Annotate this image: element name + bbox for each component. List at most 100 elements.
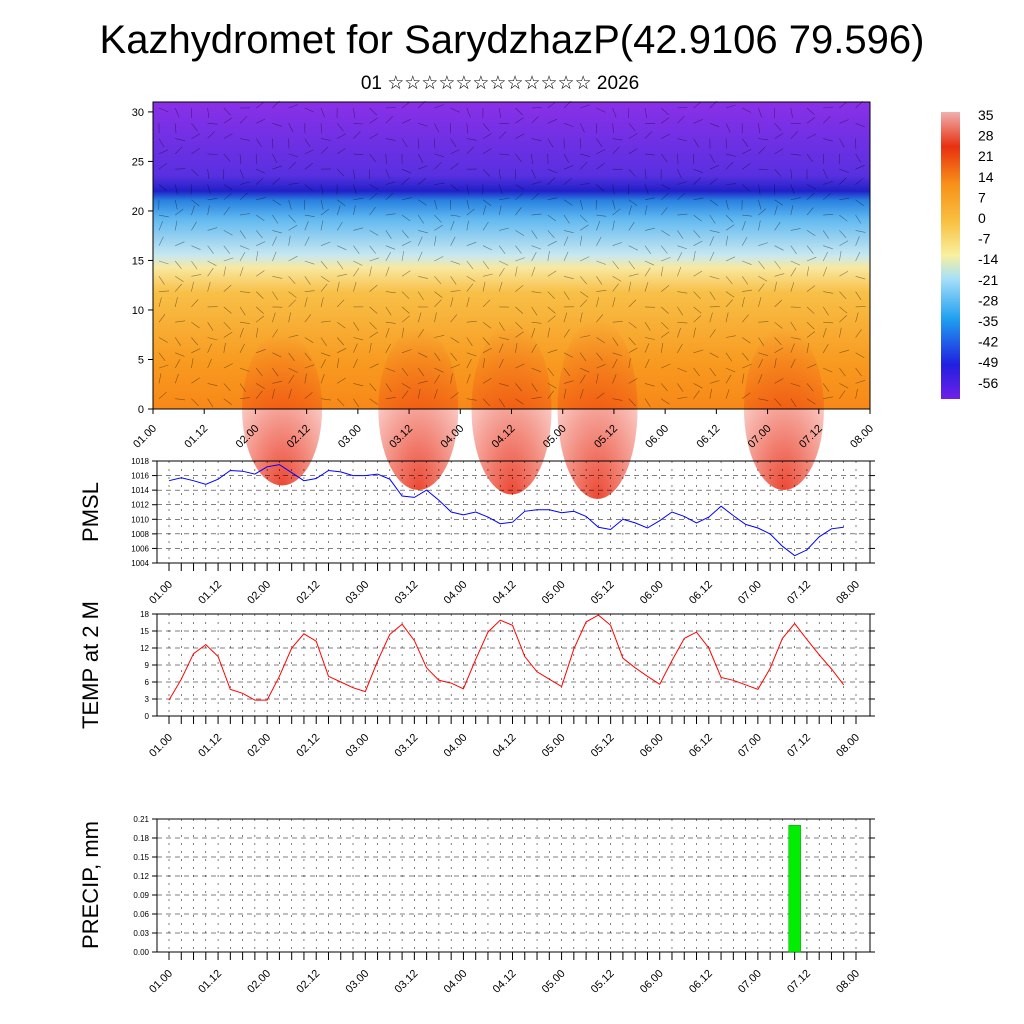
wind-barb (450, 364, 461, 369)
wind-barb (353, 184, 357, 195)
x-tick-label: 02.00 (245, 968, 273, 996)
wind-barb (579, 352, 587, 362)
wind-barb (628, 299, 637, 308)
wind-barb (612, 220, 615, 231)
wind-barb (288, 312, 291, 323)
x-tick-label: 01.12 (196, 968, 224, 996)
wind-barb (337, 148, 346, 155)
wind-barb (223, 230, 233, 236)
wind-barb (272, 153, 278, 163)
wind-barb (498, 343, 504, 353)
wind-barb (515, 363, 525, 369)
wind-barb (677, 106, 688, 109)
wind-barb (256, 101, 265, 109)
wind-barb (758, 276, 768, 282)
wind-barb (191, 321, 200, 329)
wind-barb (336, 358, 340, 369)
y-tick-label: 15 (140, 627, 149, 636)
wind-barb (596, 352, 603, 361)
wind-barb (531, 153, 533, 164)
wind-barb (158, 149, 169, 155)
wind-barb (191, 168, 199, 177)
wind-barb (628, 321, 637, 329)
wind-barb (174, 260, 182, 269)
x-tick-label: 01.00 (131, 423, 159, 451)
wind-barb (806, 363, 817, 369)
y-tick-label: 0.09 (133, 891, 149, 900)
y-tick-label: 1012 (131, 501, 149, 510)
wind-barb (239, 321, 250, 324)
wind-barb (806, 285, 816, 292)
wind-barb (725, 123, 731, 133)
wind-barb (304, 352, 312, 361)
wind-barb (417, 153, 424, 163)
wind-barb (304, 236, 310, 246)
wind-barb (239, 138, 250, 141)
wind-barb (256, 241, 266, 246)
wind-barb (434, 235, 437, 246)
wind-barb (790, 322, 797, 331)
wind-barb (175, 208, 184, 216)
wind-barb (320, 373, 325, 384)
y-tick-label: 1016 (131, 472, 149, 481)
x-tick-label: 03.12 (393, 732, 421, 760)
wind-barb (774, 378, 784, 384)
wind-barb (369, 184, 379, 190)
wind-barb (563, 214, 570, 224)
x-tick-label: 01.12 (196, 732, 224, 760)
wind-barb (450, 260, 461, 265)
wind-barb (434, 224, 443, 231)
wind-barb (304, 138, 311, 148)
precip-frame (156, 818, 871, 953)
wind-barb (288, 214, 296, 223)
wind-barb (547, 230, 555, 239)
wind-barb (563, 153, 570, 163)
wind-barb (822, 169, 828, 179)
wind-barb (515, 331, 524, 338)
wind-barb (239, 291, 251, 293)
wind-barb (256, 197, 266, 201)
x-tick-label: 06.00 (638, 579, 666, 607)
wind-barb (855, 199, 864, 207)
wind-barb (709, 388, 712, 399)
wind-barb (531, 291, 542, 294)
wind-barb (256, 118, 266, 124)
wind-barb (418, 177, 427, 185)
wind-barb (499, 123, 510, 125)
wind-barb (337, 377, 346, 384)
wind-barb (498, 205, 502, 216)
wind-barb (207, 267, 214, 277)
wind-barb (223, 363, 233, 369)
y-tick-label: 10 (132, 305, 144, 317)
temp-panel: 0 3 6 9 12 15 18 01.00 01.12 02.00 02.12 03.00 03.12… (78, 601, 875, 760)
wind-barb (401, 177, 410, 185)
wind-barb (855, 236, 860, 246)
wind-barb (742, 260, 752, 265)
x-tick-label: 08.00 (834, 579, 862, 607)
wind-barb (580, 291, 589, 298)
wind-barb (369, 245, 376, 254)
wind-barb (482, 148, 492, 155)
wind-barb (596, 314, 604, 323)
wind-barb (822, 383, 830, 392)
wind-barb (207, 169, 210, 180)
wind-barb (158, 364, 169, 369)
wind-barb (418, 380, 428, 384)
wind-barb (661, 331, 670, 338)
wind-barb (401, 270, 411, 277)
temp-axis-label: TEMP at 2 M (78, 601, 103, 729)
wind-barb (191, 205, 195, 216)
wind-barb (401, 101, 411, 109)
wind-barb (644, 322, 651, 331)
wind-barb (644, 383, 655, 387)
x-tick-label: 04.00 (442, 968, 470, 996)
wind-barb (272, 251, 277, 262)
wind-barb (531, 321, 542, 324)
wind-barb (709, 291, 716, 301)
wind-barb (174, 123, 177, 134)
wind-barb (385, 327, 390, 338)
wind-barb (353, 153, 364, 155)
wind-barb (450, 149, 460, 155)
wind-barb (709, 153, 716, 163)
wind-barb (693, 197, 704, 201)
